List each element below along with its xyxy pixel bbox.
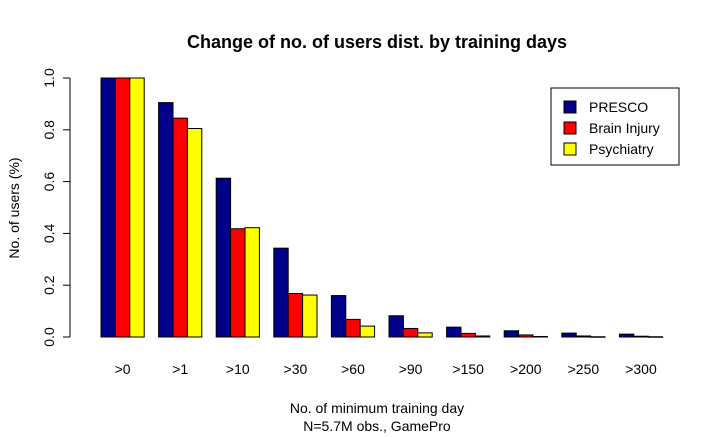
y-tick-label: 0.0 <box>41 327 57 347</box>
legend-swatch <box>563 121 577 135</box>
legend-swatch <box>563 142 577 156</box>
y-axis: 0.0 0.2 0.4 0.6 0.8 1.0 <box>41 68 71 347</box>
x-tick-label: >90 <box>399 361 423 377</box>
x-tick-label: >60 <box>341 361 365 377</box>
x-tick-label: >250 <box>568 361 600 377</box>
legend-label: Psychiatry <box>589 141 654 157</box>
bar <box>518 334 534 338</box>
bar <box>359 325 376 338</box>
legend-swatch <box>563 100 577 114</box>
bar <box>114 77 131 338</box>
bar <box>345 318 361 338</box>
bar <box>158 102 174 338</box>
x-axis-label: No. of minimum training day <box>290 400 464 416</box>
bar <box>287 292 304 338</box>
chart-title: Change of no. of users dist. by training… <box>187 32 567 52</box>
legend: PRESCO Brain Injury Psychiatry <box>550 87 680 166</box>
legend-label: Brain Injury <box>589 120 660 136</box>
x-tick-label: >10 <box>226 361 250 377</box>
bars-group <box>100 77 664 338</box>
x-tick-label: >0 <box>115 361 131 377</box>
bar <box>230 228 246 338</box>
x-axis-sublabel: N=5.7M obs., GamePro <box>303 418 451 434</box>
bar <box>417 332 433 338</box>
x-tick-label: >1 <box>172 361 188 377</box>
x-tick-label: >30 <box>284 361 308 377</box>
y-tick-label: 1.0 <box>41 68 57 88</box>
x-tick-labels: >0 >1 >10 >30 >60 >90 >150 >200 >250 >300 <box>115 361 657 377</box>
bar <box>590 336 606 338</box>
bar <box>446 326 462 338</box>
bar <box>561 332 577 338</box>
bar <box>273 247 289 338</box>
bar <box>647 336 664 338</box>
bar <box>618 333 635 338</box>
bar <box>388 315 404 338</box>
bar <box>532 335 548 338</box>
bar <box>575 335 592 338</box>
bar <box>402 327 419 338</box>
bar <box>172 117 188 338</box>
y-tick-label: 0.2 <box>41 275 57 295</box>
x-tick-label: >200 <box>510 361 542 377</box>
y-axis-label: No. of users (%) <box>6 157 22 258</box>
bar <box>244 227 260 338</box>
bar <box>129 77 145 338</box>
bar <box>302 294 318 338</box>
bar <box>633 335 649 338</box>
bar <box>474 335 491 338</box>
bar <box>215 177 232 338</box>
bar <box>186 128 203 338</box>
bar <box>460 332 476 338</box>
bar <box>330 295 347 338</box>
bar <box>503 330 520 338</box>
x-tick-label: >150 <box>452 361 484 377</box>
bar <box>100 77 116 338</box>
x-tick-label: >300 <box>625 361 657 377</box>
y-tick-label: 0.6 <box>41 172 57 192</box>
y-tick-label: 0.8 <box>41 120 57 140</box>
y-tick-label: 0.4 <box>41 223 57 243</box>
legend-label: PRESCO <box>589 99 648 115</box>
